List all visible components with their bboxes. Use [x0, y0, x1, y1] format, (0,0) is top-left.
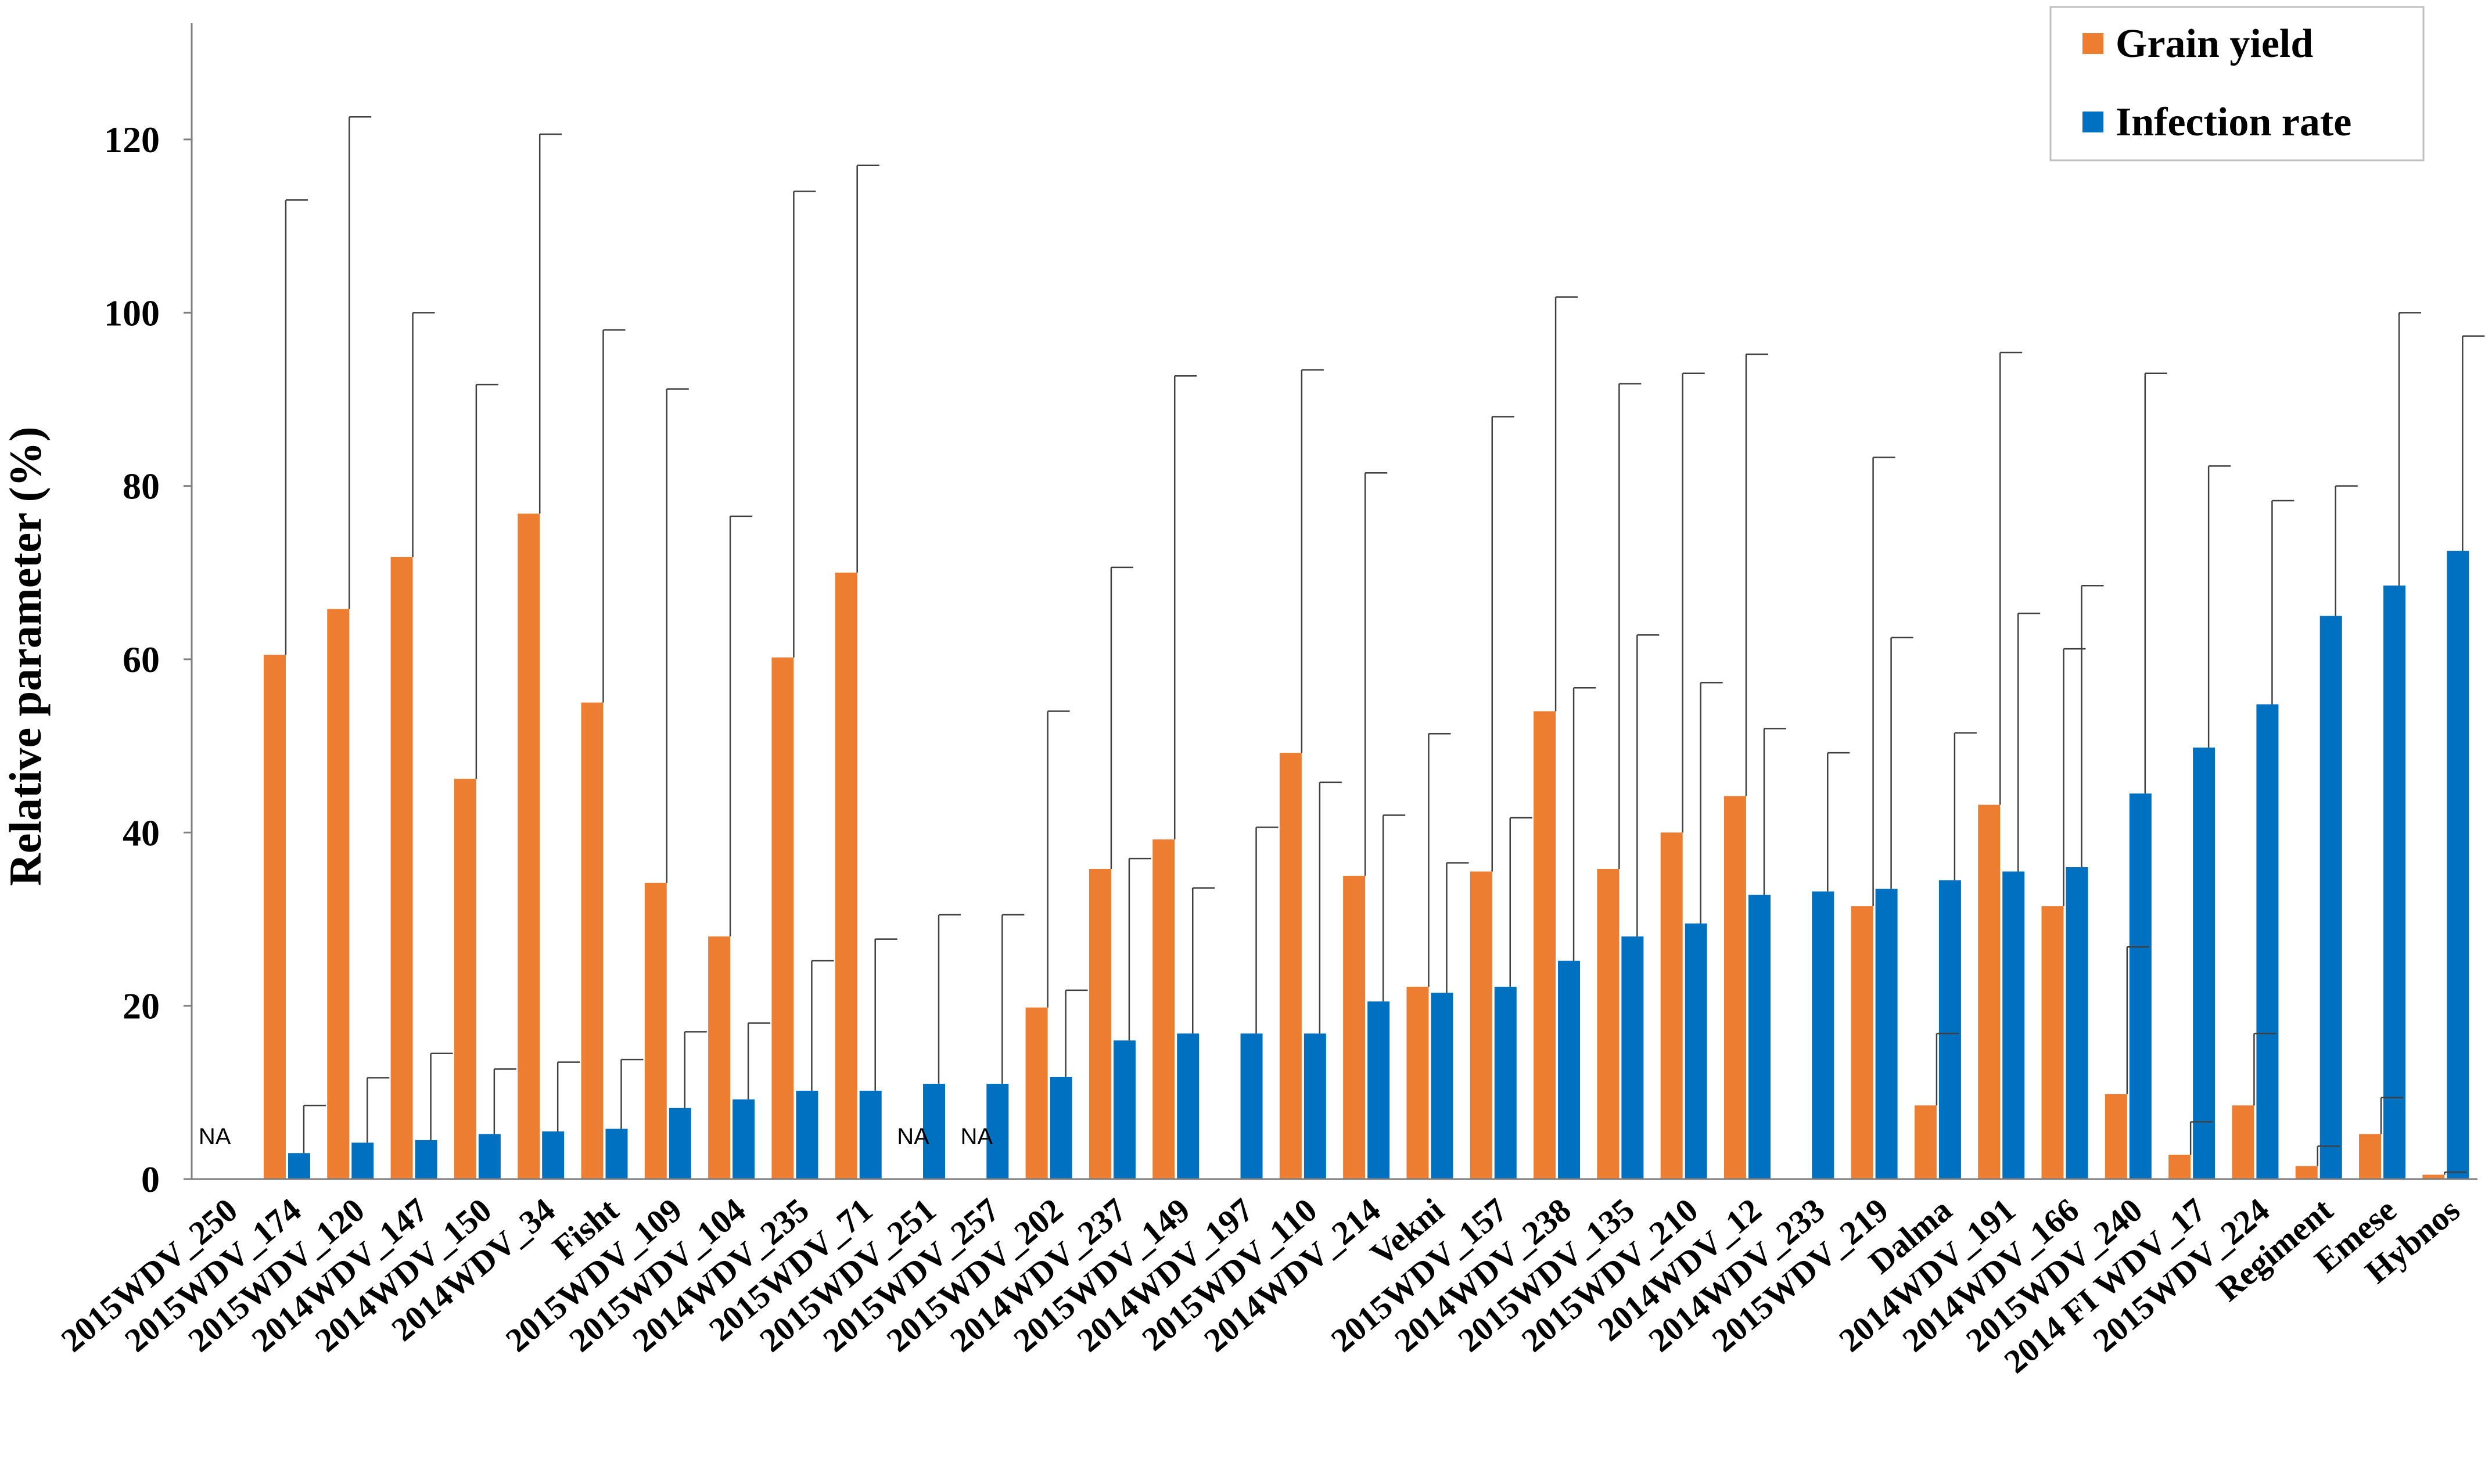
legend-swatch-grain-yield — [2082, 33, 2103, 54]
bar-grain-yield — [2295, 1166, 2318, 1179]
bar-infection-rate — [923, 1083, 946, 1179]
bar-infection-rate — [2256, 704, 2279, 1179]
bar-infection-rate — [1685, 923, 1707, 1179]
bar-grain-yield — [2105, 1094, 2127, 1179]
bar-infection-rate — [2002, 871, 2025, 1179]
bar-infection-rate — [288, 1153, 310, 1179]
y-tick-labels: 0 20 40 60 80 100 120 — [104, 119, 160, 1200]
y-tick-label: 80 — [123, 466, 160, 507]
bar-infection-rate — [1050, 1076, 1072, 1179]
bar-infection-rate — [415, 1140, 437, 1179]
y-tick-label: 100 — [104, 292, 160, 333]
bar-infection-rate — [351, 1142, 374, 1179]
bar-infection-rate — [669, 1108, 691, 1179]
bar-infection-rate — [542, 1131, 565, 1179]
legend-label-grain-yield: Grain yield — [2116, 21, 2313, 66]
bar-infection-rate — [796, 1090, 818, 1179]
bar-infection-rate — [1621, 936, 1644, 1179]
y-tick-label: 120 — [104, 119, 160, 160]
bar-infection-rate — [2383, 585, 2406, 1179]
bar-infection-rate — [2193, 748, 2215, 1179]
bar-grain-yield — [1723, 796, 1746, 1179]
legend-swatch-infection-rate — [2082, 112, 2103, 132]
bar-grain-yield — [1597, 868, 1620, 1179]
bar-infection-rate — [2319, 616, 2342, 1179]
bar-infection-rate — [2129, 793, 2152, 1179]
bar-infection-rate — [1113, 1040, 1136, 1179]
bar-grain-yield — [1914, 1105, 1937, 1179]
bar-grain-yield — [835, 572, 857, 1180]
bar-grain-yield — [1343, 875, 1366, 1179]
bar-grain-yield — [2422, 1174, 2445, 1179]
legend: Grain yield Infection rate — [2049, 6, 2425, 161]
bar-infection-rate — [1240, 1033, 1263, 1179]
bar-grain-yield — [1406, 986, 1429, 1179]
bar-infection-rate — [1875, 889, 1898, 1179]
bar-grain-yield — [1851, 906, 1873, 1179]
bar-infection-rate — [1177, 1033, 1200, 1179]
bar-infection-rate — [2447, 551, 2469, 1179]
na-annotation: NA — [961, 1124, 993, 1149]
bar-grain-yield — [454, 778, 476, 1179]
bar-grain-yield — [327, 609, 350, 1179]
bar-infection-rate — [478, 1134, 501, 1179]
bar-infection-rate — [1431, 993, 1453, 1179]
y-tick-label: 40 — [123, 812, 160, 853]
bar-infection-rate — [1304, 1033, 1326, 1179]
bar-infection-rate — [1812, 891, 1834, 1179]
bar-infection-rate — [732, 1099, 755, 1179]
bar-grain-yield — [1534, 711, 1556, 1179]
bar-grain-yield — [2359, 1134, 2382, 1179]
bar-grain-yield — [1279, 753, 1302, 1179]
bar-grain-yield — [581, 702, 604, 1179]
bar-grain-yield — [771, 657, 794, 1179]
bar-grain-yield — [644, 882, 667, 1179]
bar-grain-yield — [2232, 1105, 2254, 1179]
y-tick-label: 0 — [141, 1159, 160, 1200]
bar-infection-rate — [859, 1090, 882, 1179]
bar-infection-rate — [1938, 880, 1961, 1179]
bar-grain-yield — [2168, 1155, 2191, 1179]
bar-grain-yield — [708, 936, 731, 1179]
bar-infection-rate — [1367, 1001, 1390, 1179]
bar-grain-yield — [2041, 906, 2064, 1179]
bar-infection-rate — [1748, 894, 1771, 1179]
legend-label-infection-rate: Infection rate — [2116, 100, 2351, 145]
x-tick-labels: 2015WDV_2502015WDV_1742015WDV_1202014WDV… — [54, 1191, 2467, 1381]
bar-grain-yield — [1660, 832, 1683, 1179]
bar-grain-yield — [390, 556, 413, 1179]
bar-grain-yield — [1152, 839, 1175, 1179]
y-tick-label: 20 — [123, 986, 160, 1027]
annotations-layer: NA NA NA — [199, 1124, 993, 1149]
bar-grain-yield — [1089, 868, 1111, 1179]
legend-box — [2049, 6, 2425, 161]
bar-grain-yield — [518, 513, 540, 1179]
bar-grain-yield — [263, 655, 286, 1179]
y-tick-label: 60 — [123, 639, 160, 680]
bar-infection-rate — [1558, 961, 1581, 1179]
error-bars-layer — [285, 116, 2485, 1175]
y-axis-label: Relative parameter (%) — [0, 426, 51, 886]
na-annotation: NA — [199, 1124, 231, 1149]
bar-infection-rate — [986, 1083, 1009, 1179]
bar-grain-yield — [1978, 804, 2001, 1179]
axes-layer — [184, 23, 2477, 1180]
bar-grain-yield — [1025, 1007, 1048, 1179]
bar-infection-rate — [1494, 986, 1517, 1179]
bar-infection-rate — [605, 1129, 628, 1179]
bar-grain-yield — [1470, 871, 1492, 1179]
bars-layer — [263, 513, 2469, 1180]
bar-infection-rate — [2066, 867, 2088, 1179]
na-annotation: NA — [897, 1124, 929, 1149]
